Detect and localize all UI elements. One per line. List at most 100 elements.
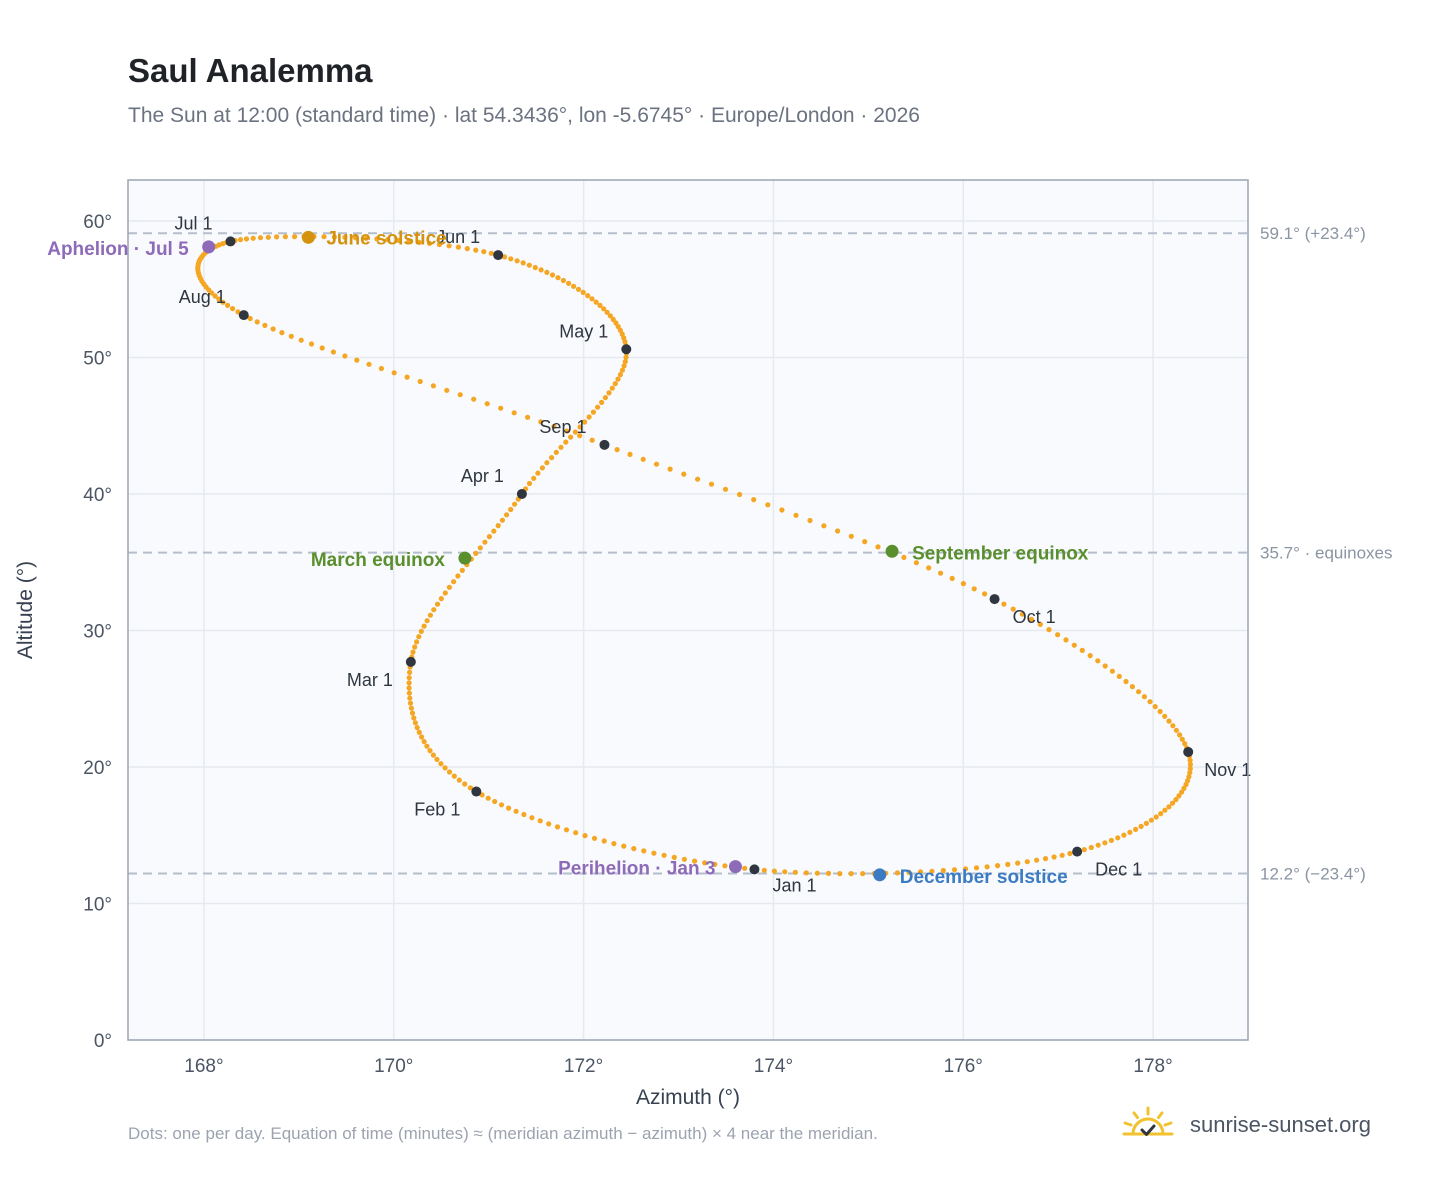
month-marker xyxy=(405,656,416,667)
day-dot xyxy=(473,247,479,253)
day-dot xyxy=(549,272,556,278)
day-dot xyxy=(949,575,955,582)
day-dot xyxy=(442,590,448,596)
day-dot xyxy=(508,506,514,513)
event-label: September equinox xyxy=(912,543,1089,564)
month-label: Jul 1 xyxy=(174,213,212,233)
day-dot xyxy=(331,234,337,240)
day-dot xyxy=(319,345,325,351)
day-dot xyxy=(621,843,627,849)
day-dot xyxy=(414,639,420,645)
day-dot xyxy=(627,451,633,457)
day-dot xyxy=(606,390,612,396)
day-dot xyxy=(591,835,598,841)
day-dot xyxy=(1005,861,1011,868)
day-dot xyxy=(803,870,809,876)
day-dot xyxy=(712,861,718,868)
y-tick-label: 50° xyxy=(83,348,112,369)
day-dot xyxy=(501,254,508,260)
day-dot xyxy=(520,260,526,266)
day-dot xyxy=(321,234,327,240)
day-dot xyxy=(262,322,268,328)
day-dot xyxy=(426,240,433,246)
day-dot xyxy=(514,258,520,264)
day-dot xyxy=(1173,727,1179,733)
day-dot xyxy=(926,565,932,571)
day-dot xyxy=(430,383,436,389)
day-dot xyxy=(374,236,380,242)
day-dot xyxy=(860,871,866,877)
day-dot xyxy=(1001,601,1007,607)
day-dot xyxy=(702,860,708,866)
day-dot xyxy=(406,690,412,696)
x-axis-label: Azimuth (°) xyxy=(636,1086,740,1109)
brand-logo[interactable]: sunrise-sunset.org xyxy=(1120,1102,1371,1148)
day-dot xyxy=(913,560,920,566)
day-dot xyxy=(209,290,215,296)
day-dot xyxy=(695,476,701,482)
day-dot xyxy=(1162,807,1168,813)
x-tick-label: 176° xyxy=(944,1056,983,1077)
month-marker xyxy=(1072,846,1083,857)
day-dot xyxy=(555,275,561,281)
day-dot xyxy=(363,235,369,241)
day-dot xyxy=(421,623,427,629)
day-dot xyxy=(573,830,579,836)
day-dot xyxy=(1158,811,1164,817)
day-dot xyxy=(585,293,591,299)
event-label: June solstice xyxy=(326,228,446,249)
day-dot xyxy=(451,773,457,779)
day-dot xyxy=(940,867,946,874)
day-dot xyxy=(471,396,477,402)
month-marker xyxy=(493,250,504,261)
day-dot xyxy=(622,359,628,365)
y-tick-label: 10° xyxy=(83,894,112,915)
month-markers: Jan 1 Feb 1 Mar 1 Apr 1 May 1 Jun 1 Jul 1 Aug 1… xyxy=(174,213,1251,895)
day-dot xyxy=(467,785,473,791)
day-dot xyxy=(560,277,567,284)
day-dot xyxy=(298,337,304,343)
day-dot xyxy=(282,234,288,240)
y-tick-label: 30° xyxy=(83,621,112,642)
day-dot xyxy=(1170,723,1176,729)
day-dot xyxy=(498,405,504,411)
day-dot xyxy=(1079,647,1085,654)
day-dot xyxy=(485,795,491,801)
sun-logo-icon xyxy=(1122,1106,1174,1136)
day-dot xyxy=(1133,826,1139,833)
day-dot xyxy=(1071,642,1077,648)
day-dot xyxy=(385,237,391,243)
day-dot xyxy=(1081,847,1087,853)
day-dot xyxy=(572,429,578,435)
day-dot xyxy=(250,235,256,241)
day-dot xyxy=(1015,860,1021,866)
day-dot xyxy=(708,481,715,487)
day-dot xyxy=(577,424,583,430)
day-dot xyxy=(631,846,637,852)
day-dot xyxy=(1024,859,1030,865)
day-dot xyxy=(292,234,298,240)
day-dot xyxy=(419,734,425,740)
day-dot xyxy=(589,437,595,443)
day-dot xyxy=(641,848,647,854)
day-dot xyxy=(782,869,788,875)
day-dot xyxy=(1116,673,1122,680)
day-dot xyxy=(427,612,433,618)
day-dot xyxy=(484,401,490,407)
day-dot xyxy=(611,841,617,847)
day-dot xyxy=(661,852,667,858)
day-dot xyxy=(288,333,294,339)
day-dot xyxy=(564,428,570,434)
day-dot xyxy=(1143,820,1149,827)
day-dot xyxy=(436,241,442,248)
month-marker xyxy=(621,344,632,355)
day-dot xyxy=(464,246,470,252)
day-dot xyxy=(409,710,416,716)
event-label: Aphelion · Jul 5 xyxy=(47,239,189,260)
day-dot xyxy=(551,423,557,430)
day-dot xyxy=(607,313,613,319)
day-dot xyxy=(243,236,250,242)
day-dot xyxy=(546,821,552,827)
day-dot xyxy=(1102,663,1108,669)
day-dot xyxy=(595,404,601,410)
